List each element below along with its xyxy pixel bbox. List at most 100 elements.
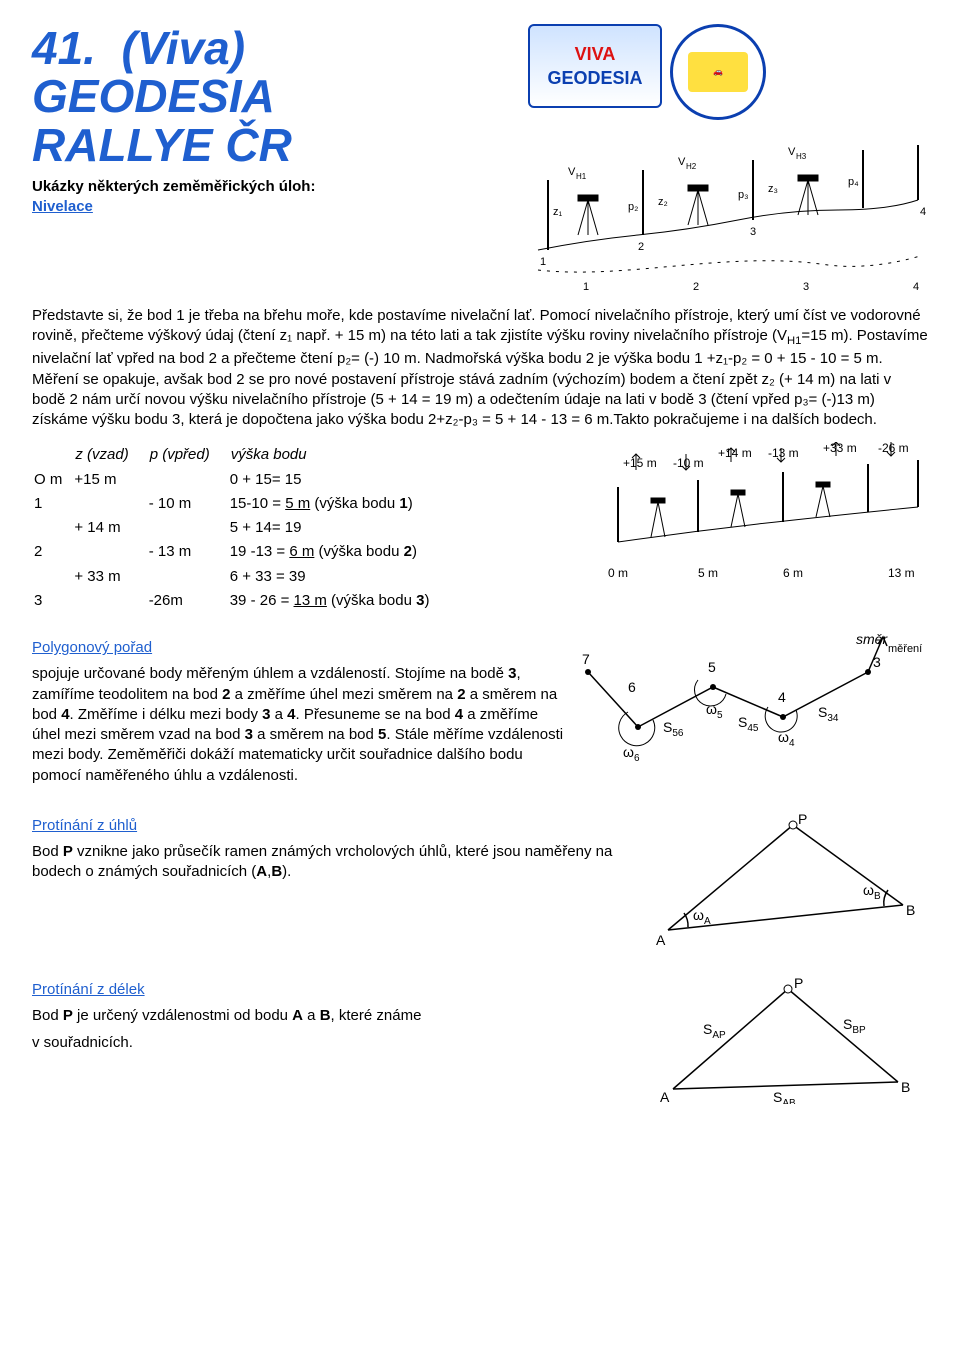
cell: -26m [149,590,228,612]
logos: VIVA GEODESIA 🚗 [528,24,928,120]
polygon-body: spojuje určované body měřeným úhlem a vz… [32,664,566,786]
polygon-diagram: 7 6 5 4 3 S56 S45 S34 ω6 ω5 ω4 směr měře… [578,632,928,778]
dist-heading: Protínání z délek [32,981,145,998]
arrow-label: -13 m [768,446,799,460]
angle-diagram: P A B ωA ωB [648,810,928,956]
computation-table: z (vzad) p (vpřed) výška bodu O m+15 m 0 … [32,442,588,614]
dist-body: Bod P je určený vzdálenostmi od bodu A a… [32,1006,636,1026]
nivelation-values-diagram: +15 m -10 m +14 m -13 m +33 m -26 m 0 m … [608,442,928,592]
svg-text:S34: S34 [818,704,839,724]
svg-text:p₂: p₂ [628,201,638,213]
svg-text:2: 2 [693,281,699,293]
arrow-label: +14 m [718,446,752,460]
vertex-b: B [906,902,915,918]
cell [149,566,228,588]
cell [74,493,146,515]
vertex-p: P [794,975,803,991]
rallye-logo: 🚗 [670,24,766,120]
svg-text:S45: S45 [738,714,759,734]
svg-text:4: 4 [920,206,926,218]
cell: +15 m [74,469,146,491]
row-label [34,566,72,588]
bot-label: 0 m [608,566,628,580]
vertex-p: P [798,811,807,827]
svg-text:p₄: p₄ [848,176,859,188]
cell [74,590,146,612]
node-label: 4 [778,689,786,705]
svg-text:ω4: ω4 [778,729,795,749]
cell: - 13 m [149,541,228,563]
angle-body: Bod P vznikne jako průsečík ramen známýc… [32,842,636,883]
bot-label: 13 m [888,566,915,580]
row-label: O m [34,469,72,491]
svg-text:2: 2 [638,241,644,253]
rallye-logo-inner: 🚗 [688,52,748,92]
svg-text:3: 3 [803,281,809,293]
logo-text-2: GEODESIA [547,66,642,90]
vertex-a: A [656,932,666,948]
row-label: 1 [34,493,72,515]
subtitle: Ukázky některých zeměměřických úloh: [32,178,315,195]
svg-text:V: V [568,166,576,178]
cell [149,469,228,491]
col-p: p (vpřed) [149,444,228,466]
cell: - 10 m [149,493,228,515]
side-label: měření [888,643,922,655]
node-label: 6 [628,679,636,695]
svg-text:H2: H2 [686,162,697,171]
row-label: 3 [34,590,72,612]
svg-text:H3: H3 [796,152,807,161]
nivelation-diagram: VH1 VH2 VH3 z₁p₂ z₂p₃ z₃p₄ 12 34 12 34 [528,120,928,300]
svg-text:ω5: ω5 [706,701,723,721]
svg-text:1: 1 [540,256,546,268]
arrow-label: směr [856,632,888,647]
bot-label: 5 m [698,566,718,580]
svg-text:z₁: z₁ [553,206,563,218]
title-text: 41. (Viva)GEODESIARALLYE ČR [32,22,292,171]
svg-text:ωB: ωB [863,882,881,902]
vertex-a: A [660,1089,670,1104]
cell [74,541,146,563]
polygon-heading: Polygonový pořad [32,639,152,656]
node-label: 5 [708,659,716,675]
svg-text:ωA: ωA [693,907,711,927]
nivelace-heading: Nivelace [32,198,93,215]
cell: 6 + 33 = 39 [230,566,440,588]
col-v: výška bodu [230,444,440,466]
logo-text-1: VIVA [575,42,616,66]
cell: 0 + 15= 15 [230,469,440,491]
row-label [34,517,72,539]
svg-text:SBP: SBP [843,1016,866,1036]
svg-text:p₃: p₃ [738,189,749,201]
svg-text:z₃: z₃ [768,183,778,195]
svg-text:S56: S56 [663,719,684,739]
col-z: z (vzad) [74,444,146,466]
cell: + 33 m [74,566,146,588]
viva-geodesia-logo: VIVA GEODESIA [528,24,662,108]
cell: 5 + 14= 19 [230,517,440,539]
cell [149,517,228,539]
node-label: 3 [873,654,881,670]
nivelace-body-sub: H1 [787,335,801,347]
row-label: 2 [34,541,72,563]
cell: + 14 m [74,517,146,539]
svg-text:1: 1 [583,281,589,293]
dist-diagram: P A B SAP SBP SAB [648,974,928,1110]
dist-body-2: v souřadnicích. [32,1033,636,1053]
nivelace-body: Představte si, že bod 1 je třeba na břeh… [32,306,928,430]
svg-text:SAP: SAP [703,1021,726,1041]
svg-text:V: V [678,156,686,168]
svg-text:H1: H1 [576,172,587,181]
svg-text:SAB: SAB [773,1089,796,1104]
svg-text:z₂: z₂ [658,196,668,208]
svg-text:4: 4 [913,281,919,293]
angle-heading: Protínání z úhlů [32,817,137,834]
node-label: 7 [582,651,590,667]
arrow-label: +33 m [823,442,857,455]
bot-label: 6 m [783,566,803,580]
svg-text:3: 3 [750,226,756,238]
svg-text:V: V [788,146,796,158]
document-title: 41. (Viva)GEODESIARALLYE ČR [32,24,512,169]
svg-text:ω6: ω6 [623,744,640,764]
vertex-b: B [901,1079,910,1095]
